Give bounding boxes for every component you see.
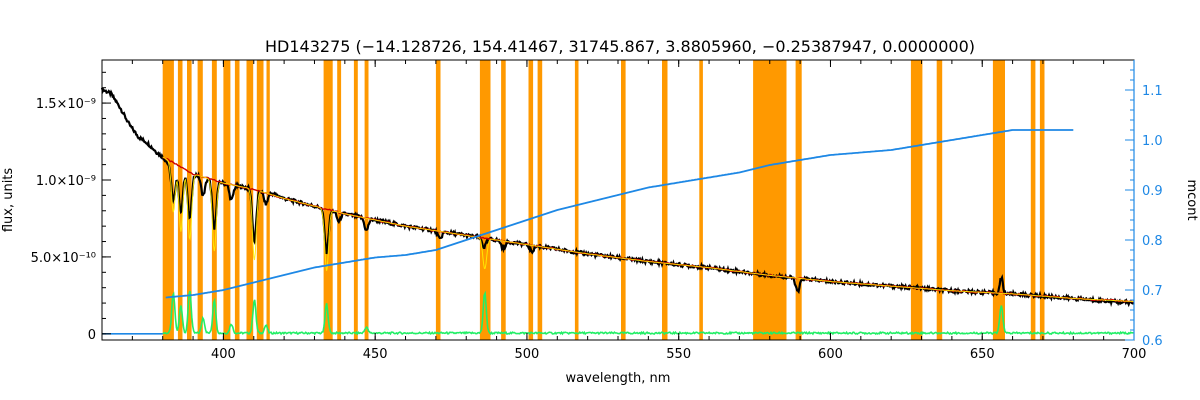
mask-region-18 [537, 60, 543, 340]
mask-region-8 [256, 60, 264, 340]
mask-region-15 [479, 60, 491, 340]
series-model-lines [162, 156, 1134, 302]
mask-region-24 [795, 60, 802, 340]
series-mcont-line [165, 129, 1074, 299]
y2-tick-label-3: 0.9 [1142, 184, 1163, 199]
mask-region-14 [435, 60, 441, 340]
x-axis: 400 450 500 550 600 650 700 [101, 60, 1147, 362]
x-tick-label-6: 700 [1122, 347, 1147, 362]
y-axis-left: 0 5.0×10⁻¹⁰ 1.0×10⁻⁹ 1.5×10⁻⁹ [31, 71, 111, 343]
series-lines [100, 87, 1135, 336]
y2-tick-label-4: 1.0 [1142, 134, 1163, 149]
x-tick-label-2: 500 [515, 347, 540, 362]
mask-region-4 [211, 60, 217, 340]
mask-region-20 [621, 60, 626, 340]
series-residual-line [162, 290, 1134, 336]
y-axis-right: 0.6 0.7 0.8 0.9 1.0 1.1 [1125, 60, 1163, 349]
y-tick-label-1: 5.0×10⁻¹⁰ [31, 251, 96, 266]
y-tick-label-3: 1.5×10⁻⁹ [36, 97, 96, 112]
x-axis-title: wavelength, nm [566, 371, 671, 386]
mask-region-0 [162, 60, 174, 340]
y2-tick-label-1: 0.7 [1142, 284, 1163, 299]
x-tick-label-3: 550 [666, 347, 691, 362]
mask-region-12 [353, 60, 358, 340]
y2-tick-label-0: 0.6 [1142, 334, 1163, 349]
x-tick-label-5: 650 [970, 347, 995, 362]
mask-region-10 [323, 60, 333, 340]
mask-region-19 [574, 60, 579, 340]
mask-region-11 [337, 60, 342, 340]
mask-region-28 [1030, 60, 1036, 340]
chart-title: HD143275 (−14.128726, 154.41467, 31745.8… [265, 37, 975, 56]
x-tick-label-1: 450 [363, 347, 388, 362]
x-tick-label-0: 400 [211, 347, 236, 362]
y-tick-label-2: 1.0×10⁻⁹ [36, 174, 96, 189]
y2-tick-label-2: 0.8 [1142, 234, 1163, 249]
mask-region-29 [1039, 60, 1045, 340]
mask-region-5 [223, 60, 231, 340]
mask-region-16 [501, 60, 506, 340]
mask-region-2 [187, 60, 192, 340]
mask-region-13 [364, 60, 369, 340]
y2-tick-label-5: 1.1 [1142, 84, 1163, 99]
mask-region-22 [699, 60, 703, 340]
mask-region-21 [662, 60, 668, 340]
mask-region-7 [246, 60, 254, 340]
y2-axis-title: mcont [1184, 179, 1199, 220]
y-axis-title: flux, units [1, 168, 16, 233]
mask-region-23 [753, 60, 787, 340]
mask-region-26 [936, 60, 943, 340]
y-tick-label-0: 0 [88, 328, 96, 343]
mask-region-25 [910, 60, 923, 340]
x-tick-label-4: 600 [818, 347, 843, 362]
mask-region-17 [528, 60, 534, 340]
series-model-line [162, 156, 1135, 303]
masked-regions [162, 60, 1045, 340]
mask-region-6 [234, 60, 240, 340]
mask-region-3 [197, 60, 203, 340]
mask-region-27 [992, 60, 1005, 340]
